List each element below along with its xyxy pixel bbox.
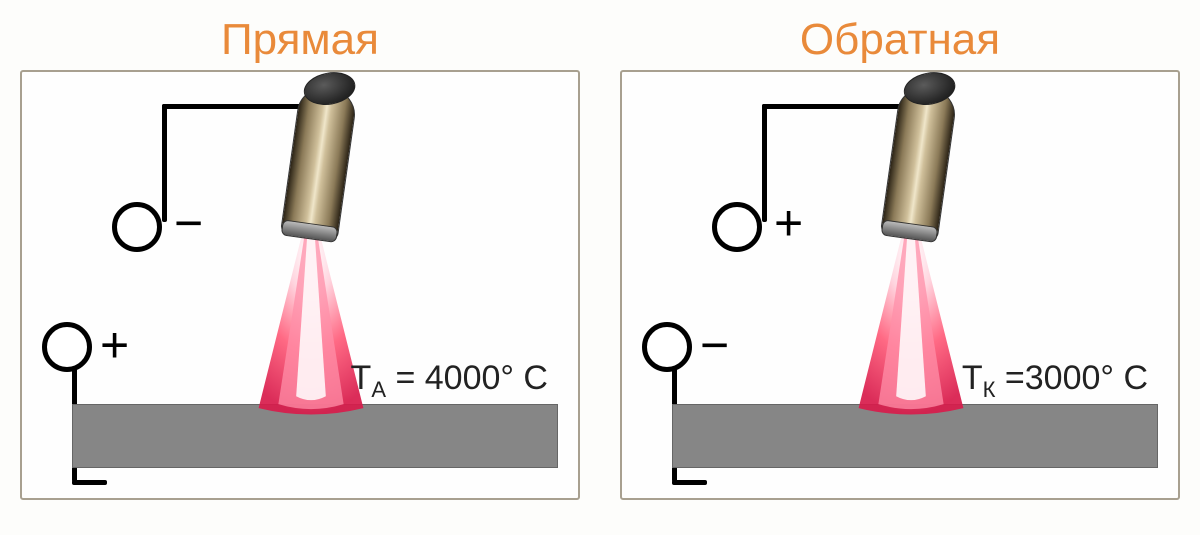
terminal-bot-reverse	[642, 322, 692, 372]
terminal-top-sign-direct: −	[174, 198, 203, 248]
wire-top-v-reverse	[762, 104, 767, 222]
weld-glow-reverse	[872, 392, 957, 408]
terminal-top-direct	[112, 202, 162, 252]
frame-reverse: + − ТК	[620, 70, 1180, 500]
temp-sub-direct: А	[371, 377, 386, 402]
terminal-top-sign-reverse: +	[774, 198, 803, 248]
weld-glow-direct	[272, 392, 357, 408]
wire-top-direct	[162, 104, 307, 109]
arc-flame-reverse	[846, 238, 976, 416]
panel-reverse: Обратная + −	[620, 15, 1180, 515]
panel-title-reverse: Обратная	[620, 15, 1180, 65]
workpiece-direct	[72, 404, 558, 468]
terminal-top-reverse	[712, 202, 762, 252]
terminal-bot-sign-direct: +	[100, 320, 129, 370]
temp-value-direct: = 4000° C	[395, 359, 548, 397]
panel-title-direct: Прямая	[20, 15, 580, 65]
panel-direct: Прямая − +	[20, 15, 580, 515]
electrode-holder-reverse	[880, 75, 957, 239]
temp-sub-reverse: К	[983, 377, 996, 402]
diagram-container: Прямая − +	[0, 0, 1200, 535]
terminal-bot-direct	[42, 322, 92, 372]
wire-bot-h-direct	[72, 480, 107, 485]
wire-bot-h-reverse	[672, 480, 707, 485]
workpiece-reverse	[672, 404, 1158, 468]
temperature-direct: ТА = 4000° C	[351, 359, 548, 403]
frame-direct: − +	[20, 70, 580, 500]
electrode-holder-direct	[280, 75, 357, 239]
wire-top-reverse	[762, 104, 907, 109]
terminal-bot-sign-reverse: −	[700, 320, 729, 370]
temp-value-reverse: =3000° C	[1005, 359, 1148, 397]
wire-top-v-direct	[162, 104, 167, 222]
temperature-reverse: ТК =3000° C	[962, 359, 1148, 403]
temp-symbol-direct: ТА	[351, 359, 386, 397]
temp-symbol-reverse: ТК	[962, 359, 996, 397]
